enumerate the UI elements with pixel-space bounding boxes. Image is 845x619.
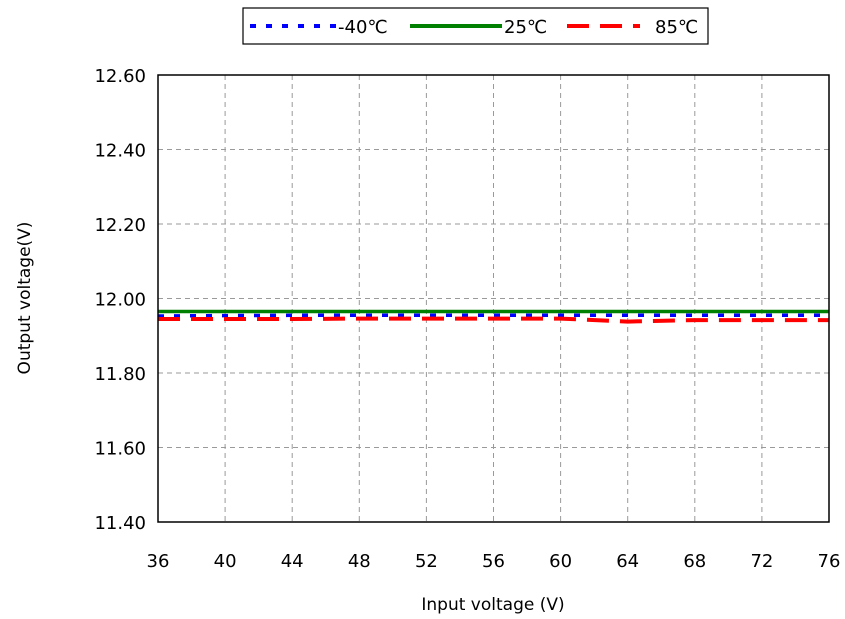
series-group xyxy=(157,309,829,324)
y-tick-label: 11.80 xyxy=(94,364,146,385)
x-tick-label: 64 xyxy=(616,551,639,572)
plot-frame xyxy=(157,74,830,523)
x-tick-label: 60 xyxy=(549,551,572,572)
y-tick-label: 11.40 xyxy=(94,513,146,534)
y-tick-label: 12.00 xyxy=(94,290,146,311)
y-tick-label: 12.60 xyxy=(94,66,146,87)
legend-label-85: 85℃ xyxy=(655,17,698,38)
legend-label-minus40: -40℃ xyxy=(338,17,388,38)
grid xyxy=(158,75,829,522)
y-tick-label: 12.40 xyxy=(94,141,146,162)
y-axis-title: Output voltage(V) xyxy=(15,222,35,375)
series-line-2 xyxy=(158,316,829,324)
x-tick-label: 40 xyxy=(214,551,237,572)
legend-label-25: 25℃ xyxy=(504,17,547,38)
x-tick-label: 52 xyxy=(415,551,438,572)
y-tick-label: 12.20 xyxy=(94,215,146,236)
x-tick-label: 44 xyxy=(281,551,304,572)
x-tick-label: 72 xyxy=(750,551,773,572)
x-tick-label: 56 xyxy=(482,551,505,572)
x-tick-label: 36 xyxy=(147,551,170,572)
x-axis-title: Input voltage (V) xyxy=(421,595,564,615)
x-tick-label: 48 xyxy=(348,551,371,572)
y-tick-label: 11.60 xyxy=(94,439,146,460)
x-tick-label: 76 xyxy=(818,551,841,572)
x-tick-label: 68 xyxy=(683,551,706,572)
legend: -40℃ 25℃ 85℃ xyxy=(242,7,709,45)
tick-labels: 36 40 44 48 52 56 60 64 68 72 76 12.60 12.40 12.20 12.… xyxy=(94,66,840,572)
